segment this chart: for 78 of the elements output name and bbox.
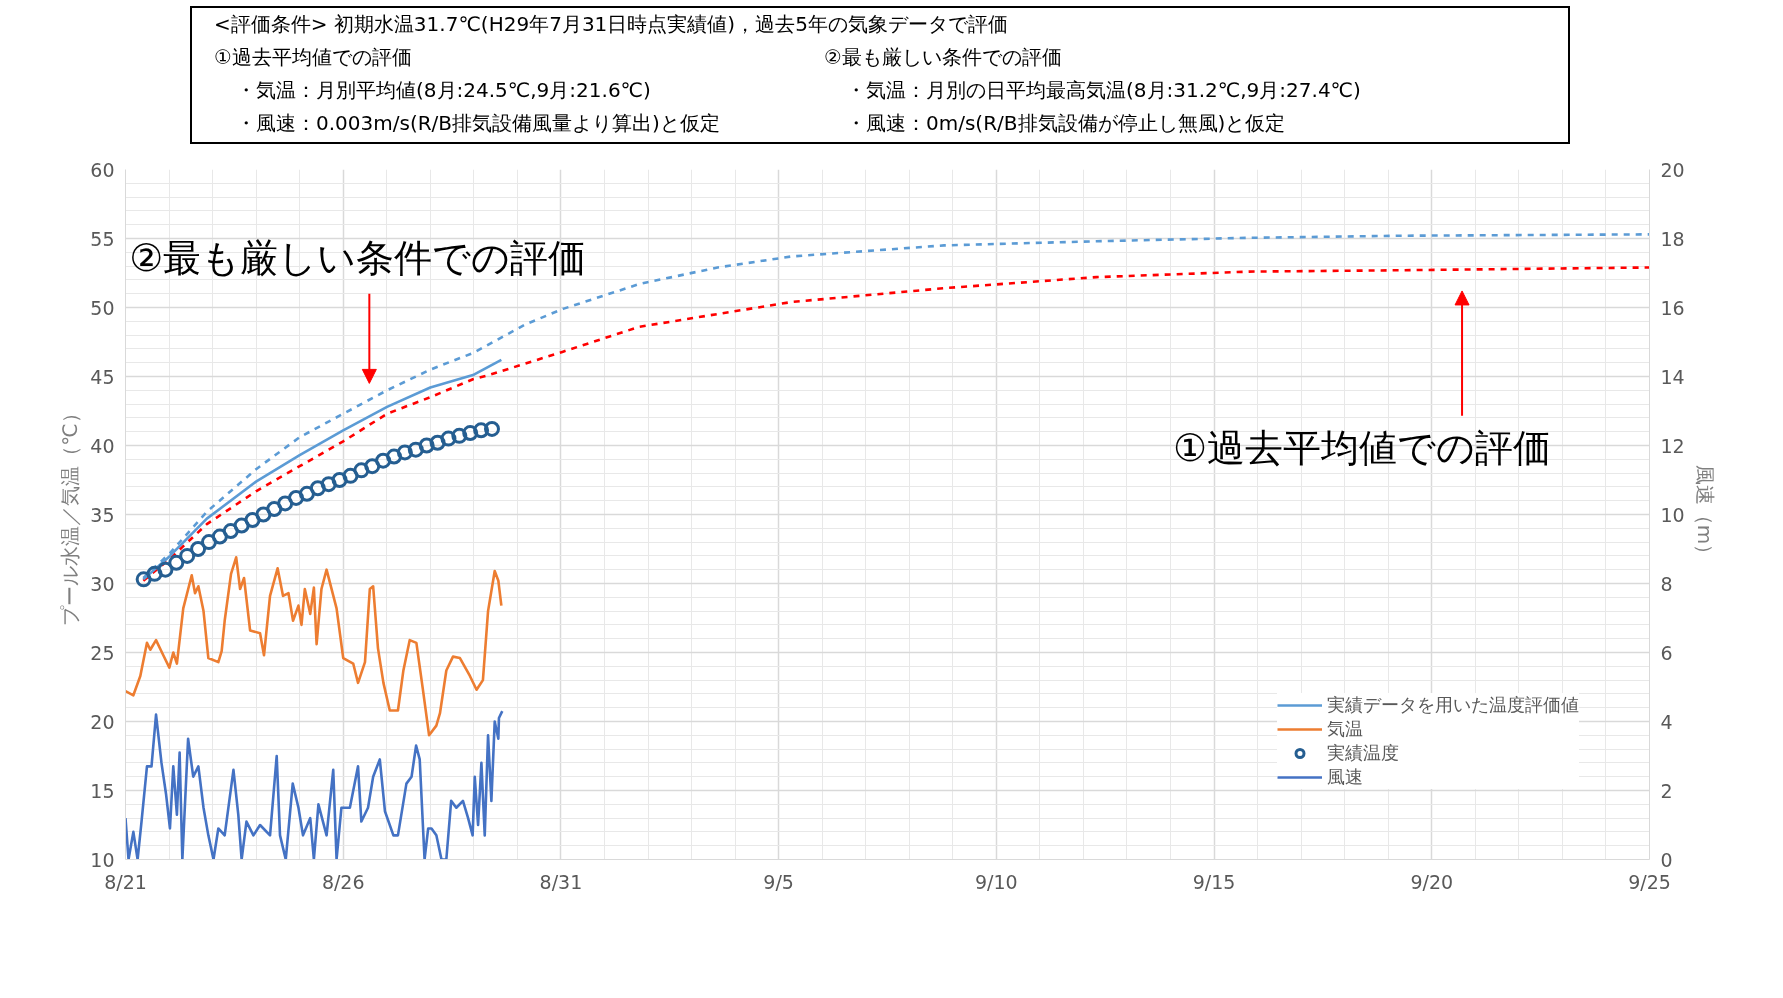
point <box>135 571 152 588</box>
y2-tick-label: 20 <box>1660 158 1685 181</box>
x-tick-label: 9/20 <box>1410 870 1454 893</box>
point <box>331 472 348 488</box>
x-tick-label: 9/10 <box>975 870 1018 893</box>
point <box>222 523 239 540</box>
y2-tick-label: 16 <box>1660 296 1685 319</box>
x-tick-label: 9/5 <box>763 870 794 893</box>
point <box>353 462 370 479</box>
point <box>451 427 468 444</box>
y-tick-label: 30 <box>90 572 115 595</box>
x-tick-label: 8/21 <box>104 870 147 893</box>
text: ・風速：0m/s(R/B排気設備が停止し無風)と仮定 <box>846 111 1287 136</box>
y2-tick-label: 4 <box>1660 710 1673 733</box>
y-tick-label: 60 <box>90 158 115 181</box>
y-tick-label: 10 <box>90 848 115 871</box>
y2-tick-label: 18 <box>1660 227 1685 250</box>
x-tick-label: 9/25 <box>1628 870 1671 893</box>
point <box>375 452 392 469</box>
point <box>146 565 163 582</box>
y2-tick-label: 14 <box>1660 365 1685 388</box>
point <box>277 495 294 512</box>
point <box>462 425 479 442</box>
point <box>233 517 250 534</box>
point <box>298 485 315 502</box>
y-tick-label: 40 <box>90 434 115 457</box>
point <box>255 506 272 523</box>
y2-tick-label: 10 <box>1660 503 1685 526</box>
legend-label: 風速 <box>1327 765 1363 789</box>
point <box>429 434 446 451</box>
point <box>364 458 381 475</box>
y2-tick-label: 6 <box>1660 641 1673 664</box>
text: ・風速：0.003m/s(R/B排気設備風量より算出)と仮定 <box>236 111 721 136</box>
point <box>407 441 424 458</box>
point <box>418 437 435 454</box>
point <box>179 547 196 564</box>
annotation: ①過去平均値での評価 <box>1173 425 1552 470</box>
point <box>211 528 228 545</box>
text: ②最も厳しい条件での評価 <box>824 45 1063 70</box>
text: ・気温：月別の日平均最高気温(8月:31.2℃,9月:27.4℃) <box>846 78 1361 103</box>
point <box>190 541 207 557</box>
point <box>288 489 305 506</box>
point <box>386 448 403 465</box>
x-tick-label: 8/31 <box>539 870 583 893</box>
annotation: ②最も厳しい条件での評価 <box>129 235 587 280</box>
point <box>266 500 283 517</box>
y-tick-label: 15 <box>90 779 115 802</box>
point <box>244 512 261 529</box>
x-tick-label: 9/15 <box>1192 870 1236 893</box>
y-tick-label: 20 <box>90 710 115 733</box>
point <box>200 534 217 551</box>
y-tick-label: 35 <box>90 503 115 526</box>
point <box>320 476 337 493</box>
y2-tick-label: 2 <box>1660 779 1673 802</box>
y2-tick-label: 0 <box>1660 848 1673 871</box>
point <box>396 444 413 461</box>
y-axis-title: プール水温／気温（℃） <box>58 403 83 626</box>
y-tick-label: 25 <box>90 641 115 664</box>
text: ・気温：月別平均値(8月:24.5℃,9月:21.6℃) <box>236 78 652 103</box>
point <box>440 430 457 447</box>
y-tick-label: 45 <box>90 365 115 388</box>
point <box>483 420 500 437</box>
y-tick-label: 55 <box>90 227 115 250</box>
point <box>168 554 185 571</box>
legend-label: 気温 <box>1327 717 1363 741</box>
legend-label: 実績データを用いた温度評価値 <box>1327 693 1579 717</box>
legend-label: 実績温度 <box>1327 741 1399 765</box>
point <box>473 422 490 439</box>
y-tick-label: 50 <box>90 296 115 319</box>
y2-axis-title: 風速（m） <box>1692 464 1717 565</box>
y2-tick-label: 8 <box>1660 572 1673 595</box>
point <box>157 561 174 578</box>
point <box>309 480 326 497</box>
x-tick-label: 8/26 <box>321 870 365 893</box>
text: ①過去平均値での評価 <box>214 45 413 70</box>
point <box>342 467 359 484</box>
y2-tick-label: 12 <box>1660 434 1685 457</box>
text: <評価条件> 初期水温31.7℃(H29年7月31日時点実績値)，過去5年の気象データで評価 <box>214 12 1009 37</box>
